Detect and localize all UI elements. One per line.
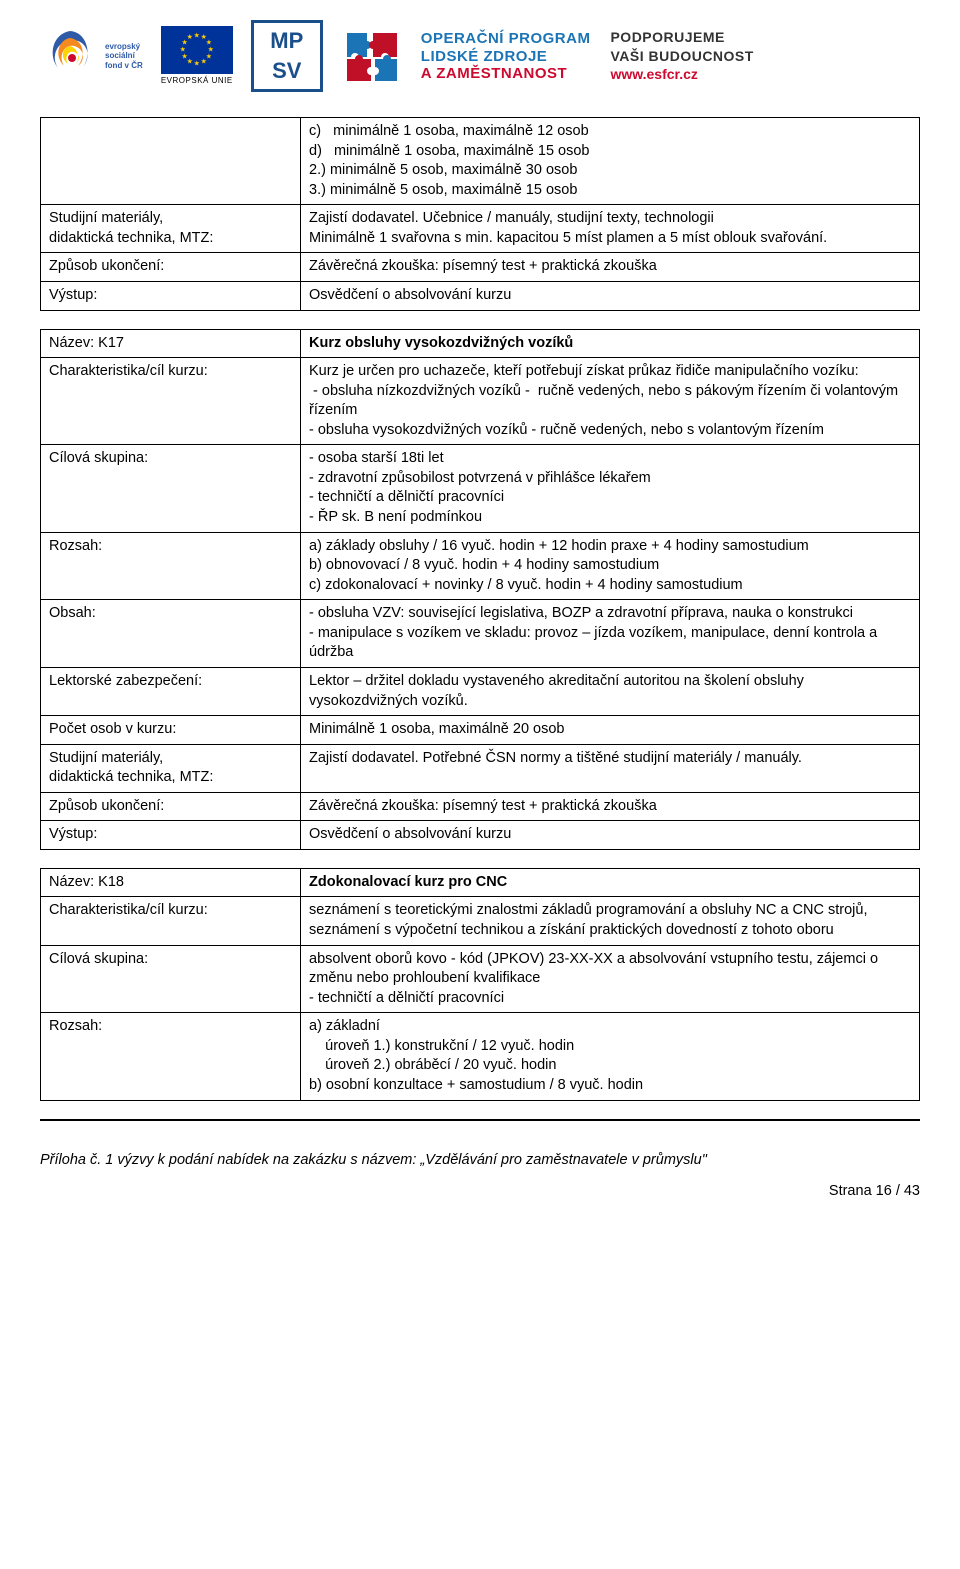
mpsv-logo: MP SV	[251, 20, 323, 92]
cell-label: Rozsah:	[41, 1013, 301, 1100]
table-row: Název: K18 Zdokonalovací kurz pro CNC	[41, 868, 920, 897]
puzzle-logo	[341, 20, 403, 92]
cell-value: a) základní úroveň 1.) konstrukční / 12 …	[301, 1013, 920, 1100]
cell-label: Studijní materiály, didaktická technika,…	[41, 744, 301, 792]
cell-value: Zajistí dodavatel. Potřebné ČSN normy a …	[301, 744, 920, 792]
table-row: Cílová skupina: - osoba starší 18ti let …	[41, 445, 920, 532]
eu-flag-logo: ★ ★ ★ ★ ★ ★ ★ ★ ★ ★ ★ ★ EVROPSKÁ UNIE	[161, 20, 233, 92]
cell-label: Obsah:	[41, 600, 301, 668]
esf-logo: evropský sociální fond v ČR	[40, 20, 143, 92]
table-row: Výstup: Osvědčení o absolvování kurzu	[41, 281, 920, 310]
cell-label: Výstup:	[41, 821, 301, 850]
cell-label: Způsob ukončení:	[41, 253, 301, 282]
cell-label: Studijní materiály, didaktická technika,…	[41, 205, 301, 253]
cell-label: Výstup:	[41, 281, 301, 310]
cell-value: c) minimálně 1 osoba, maximálně 12 osob …	[301, 118, 920, 205]
table-row: Rozsah: a) základy obsluhy / 16 vyuč. ho…	[41, 532, 920, 600]
cell-value: Osvědčení o absolvování kurzu	[301, 281, 920, 310]
support-line1: PODPORUJEME	[610, 28, 753, 47]
cell-label	[41, 118, 301, 205]
table-row: Způsob ukončení: Závěrečná zkouška: píse…	[41, 253, 920, 282]
cell-label: Cílová skupina:	[41, 945, 301, 1013]
eu-flag-icon: ★ ★ ★ ★ ★ ★ ★ ★ ★ ★ ★ ★	[161, 26, 233, 74]
footer-divider	[40, 1119, 920, 1121]
cell-value: absolvent oborů kovo - kód (JPKOV) 23-XX…	[301, 945, 920, 1013]
support-text-block: PODPORUJEME VAŠI BUDOUCNOST www.esfcr.cz	[610, 28, 753, 85]
table-row: Způsob ukončení: Závěrečná zkouška: píse…	[41, 792, 920, 821]
table-row: c) minimálně 1 osoba, maximálně 12 osob …	[41, 118, 920, 205]
footer-note: Příloha č. 1 výzvy k podání nabídek na z…	[40, 1151, 920, 1171]
table-row: Studijní materiály, didaktická technika,…	[41, 205, 920, 253]
table-row: Lektorské zabezpečení: Lektor – držitel …	[41, 667, 920, 715]
cell-label: Charakteristika/cíl kurzu:	[41, 358, 301, 445]
table-row: Název: K17 Kurz obsluhy vysokozdvižných …	[41, 329, 920, 358]
table-row: Charakteristika/cíl kurzu: Kurz je určen…	[41, 358, 920, 445]
course-table-k17: Název: K17 Kurz obsluhy vysokozdvižných …	[40, 329, 920, 850]
course-table-k18: Název: K18 Zdokonalovací kurz pro CNC Ch…	[40, 868, 920, 1101]
eu-caption: EVROPSKÁ UNIE	[161, 76, 233, 85]
cell-value: - osoba starší 18ti let - zdravotní způs…	[301, 445, 920, 532]
esf-swirl-icon	[40, 26, 100, 86]
cell-value: Kurz obsluhy vysokozdvižných vozíků	[301, 329, 920, 358]
cell-label: Název: K18	[41, 868, 301, 897]
table-row: Cílová skupina: absolvent oborů kovo - k…	[41, 945, 920, 1013]
cell-value: Lektor – držitel dokladu vystaveného akr…	[301, 667, 920, 715]
cell-value: Zdokonalovací kurz pro CNC	[301, 868, 920, 897]
cell-value: Závěrečná zkouška: písemný test + prakti…	[301, 792, 920, 821]
table-row: Výstup: Osvědčení o absolvování kurzu	[41, 821, 920, 850]
cell-value: Minimálně 1 osoba, maximálně 20 osob	[301, 716, 920, 745]
cell-label: Lektorské zabezpečení:	[41, 667, 301, 715]
support-url: www.esfcr.cz	[610, 65, 753, 84]
cell-label: Název: K17	[41, 329, 301, 358]
cell-value: seznámení s teoretickými znalostmi zákla…	[301, 897, 920, 945]
mpsv-top: MP	[270, 26, 303, 56]
op-program-text: OPERAČNÍ PROGRAM LIDSKÉ ZDROJE A ZAMĚSTN…	[421, 30, 591, 83]
op-line3: A ZAMĚSTNANOST	[421, 66, 591, 83]
cell-label: Cílová skupina:	[41, 445, 301, 532]
table-row: Charakteristika/cíl kurzu: seznámení s t…	[41, 897, 920, 945]
cell-value: Osvědčení o absolvování kurzu	[301, 821, 920, 850]
page-number: Strana 16 / 43	[40, 1182, 920, 1202]
cell-value: Kurz je určen pro uchazeče, kteří potřeb…	[301, 358, 920, 445]
table-row: Rozsah: a) základní úroveň 1.) konstrukč…	[41, 1013, 920, 1100]
cell-label: Způsob ukončení:	[41, 792, 301, 821]
cell-value: a) základy obsluhy / 16 vyuč. hodin + 12…	[301, 532, 920, 600]
cell-label: Rozsah:	[41, 532, 301, 600]
op-line2: LIDSKÉ ZDROJE	[421, 48, 591, 66]
op-line1: OPERAČNÍ PROGRAM	[421, 30, 591, 48]
course-table-continued: c) minimálně 1 osoba, maximálně 12 osob …	[40, 117, 920, 311]
cell-value: Závěrečná zkouška: písemný test + prakti…	[301, 253, 920, 282]
table-row: Obsah: - obsluha VZV: související legisl…	[41, 600, 920, 668]
table-row: Počet osob v kurzu: Minimálně 1 osoba, m…	[41, 716, 920, 745]
header-right: OPERAČNÍ PROGRAM LIDSKÉ ZDROJE A ZAMĚSTN…	[421, 28, 754, 85]
table-row: Studijní materiály, didaktická technika,…	[41, 744, 920, 792]
cell-label: Charakteristika/cíl kurzu:	[41, 897, 301, 945]
cell-value: - obsluha VZV: související legislativa, …	[301, 600, 920, 668]
support-line2: VAŠI BUDOUCNOST	[610, 47, 753, 66]
puzzle-icon	[341, 25, 403, 87]
esf-caption: evropský sociální fond v ČR	[105, 42, 143, 70]
mpsv-bottom: SV	[272, 56, 301, 86]
cell-label: Počet osob v kurzu:	[41, 716, 301, 745]
header-logo-strip: evropský sociální fond v ČR ★ ★ ★ ★ ★ ★ …	[40, 20, 920, 92]
document-page: evropský sociální fond v ČR ★ ★ ★ ★ ★ ★ …	[0, 0, 960, 1232]
cell-value: Zajistí dodavatel. Učebnice / manuály, s…	[301, 205, 920, 253]
